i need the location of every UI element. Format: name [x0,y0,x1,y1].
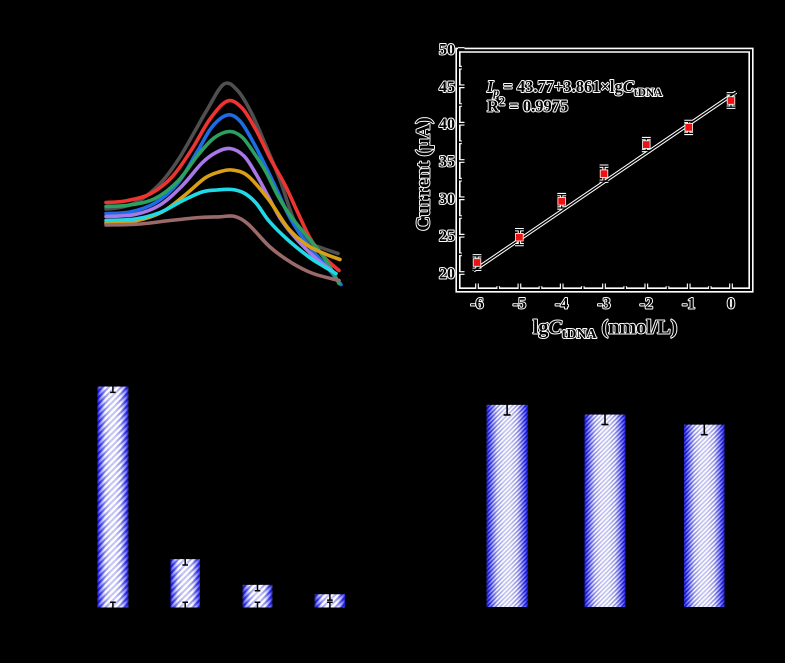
svg-text:-5: -5 [513,296,526,313]
svg-text:20: 20 [439,266,455,283]
svg-text:30: 30 [439,191,455,208]
svg-text:-1: -1 [682,296,695,313]
svg-text:50: 50 [439,42,455,59]
svg-text:-4: -4 [555,296,568,313]
svg-text:lgCtDNA (nmol/L): lgCtDNA (nmol/L) [533,317,677,343]
svg-text:40: 40 [439,116,455,133]
svg-text:25: 25 [439,228,455,245]
svg-text:R2 = 0.9975: R2 = 0.9975 [487,95,568,116]
svg-text:45: 45 [439,79,455,96]
svg-text:Current (μA): Current (μA) [413,117,435,231]
svg-text:-2: -2 [640,296,653,313]
svg-text:35: 35 [439,154,455,171]
svg-text:0: 0 [727,296,735,313]
svg-text:Ip = 43.77+3.861×lgCtDNA: Ip = 43.77+3.861×lgCtDNA [486,77,663,99]
svg-text:-6: -6 [470,296,483,313]
svg-text:-3: -3 [597,296,610,313]
